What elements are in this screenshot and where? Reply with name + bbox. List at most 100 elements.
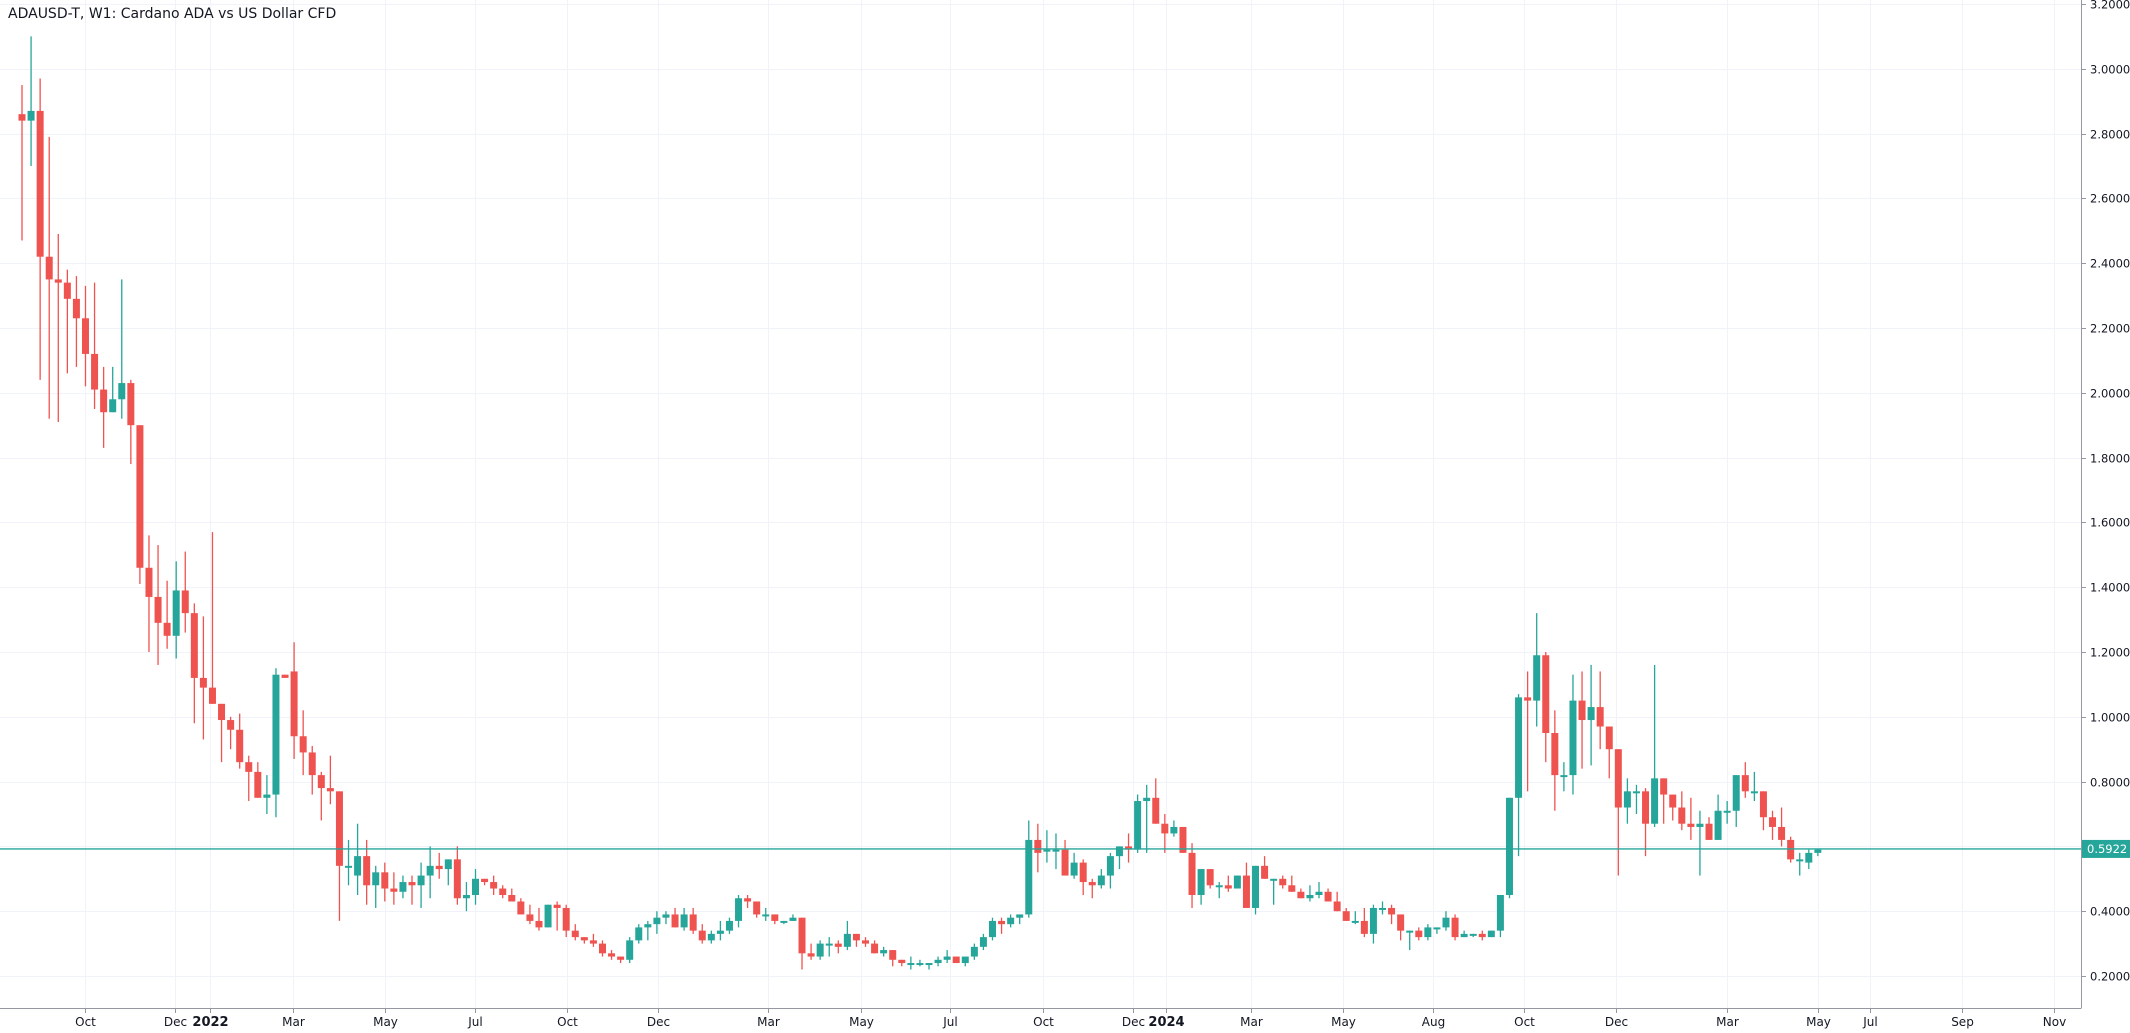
candle-body bbox=[553, 904, 561, 908]
candle-body bbox=[1188, 852, 1196, 895]
y-tick-label: 1.6000 bbox=[2090, 516, 2130, 530]
candle-body bbox=[762, 914, 770, 917]
candle-body bbox=[1496, 895, 1504, 931]
candle-body bbox=[544, 904, 552, 928]
candle-body bbox=[1379, 907, 1386, 910]
candle-body bbox=[1043, 849, 1051, 852]
candle-body bbox=[299, 736, 307, 753]
candle-body bbox=[934, 959, 942, 964]
gridlines bbox=[0, 0, 2081, 1008]
candle-body bbox=[1161, 823, 1169, 834]
candle-body bbox=[1252, 865, 1260, 908]
candle-body bbox=[834, 943, 842, 947]
x-tick-label: May bbox=[373, 1015, 398, 1029]
candle-body bbox=[190, 613, 198, 678]
candle-body bbox=[707, 933, 715, 941]
candle-body bbox=[1270, 878, 1278, 881]
candle-body bbox=[1224, 885, 1232, 889]
candle-body bbox=[608, 953, 616, 957]
time-axis-labels[interactable]: Oct Dec 2022 Mar May Jul Oct Dec Mar May Jul Oct Dec… bbox=[75, 1008, 2066, 1030]
candle-body bbox=[1687, 823, 1695, 827]
candle-body bbox=[1542, 655, 1550, 733]
candle-body bbox=[1070, 862, 1078, 876]
candle-body bbox=[335, 791, 343, 866]
candle-body bbox=[1578, 700, 1586, 721]
candle-body bbox=[1451, 917, 1459, 938]
candle-body bbox=[1215, 885, 1223, 888]
candle-body bbox=[535, 920, 543, 928]
candle-body bbox=[626, 940, 634, 960]
candle-body bbox=[807, 953, 815, 957]
candle-body bbox=[898, 959, 906, 964]
candle-body bbox=[1732, 775, 1740, 811]
x-tick-label: Oct bbox=[1033, 1015, 1054, 1029]
candle-body bbox=[952, 956, 960, 964]
candle-body bbox=[1551, 733, 1559, 776]
candle-body bbox=[1415, 930, 1423, 938]
candle-body bbox=[1651, 778, 1659, 824]
y-tick-label: 3.2000 bbox=[2090, 0, 2130, 12]
x-tick-label: Dec bbox=[1605, 1015, 1628, 1029]
candle-body bbox=[1814, 849, 1822, 853]
last-price-value: 0.5922 bbox=[2087, 842, 2127, 856]
candle-body bbox=[1206, 869, 1214, 886]
y-tick-label: 1.4000 bbox=[2090, 581, 2130, 595]
candle-body bbox=[1787, 839, 1795, 860]
candle-body bbox=[1487, 930, 1495, 938]
candle-body bbox=[417, 875, 425, 886]
y-tick-label: 0.4000 bbox=[2090, 905, 2130, 919]
candle-body bbox=[363, 856, 371, 886]
candle-body bbox=[1741, 775, 1749, 792]
candle-body bbox=[617, 956, 625, 960]
x-tick-label: Jul bbox=[942, 1015, 957, 1029]
candle-body bbox=[1696, 823, 1704, 827]
candle-body bbox=[1623, 791, 1631, 808]
candle-body bbox=[199, 677, 207, 688]
candle-body bbox=[499, 888, 507, 895]
candle-body bbox=[1569, 700, 1577, 776]
candle-body bbox=[1297, 891, 1305, 899]
candle-body bbox=[798, 917, 806, 954]
candle-body bbox=[36, 110, 44, 257]
candle-body bbox=[245, 762, 253, 772]
candle-body bbox=[1333, 901, 1341, 912]
candle-body bbox=[1424, 927, 1432, 938]
candle-body bbox=[1778, 826, 1786, 840]
candle-body bbox=[1079, 862, 1087, 883]
candle-body bbox=[462, 895, 470, 899]
candle-body bbox=[354, 856, 362, 876]
candle-body bbox=[698, 930, 706, 941]
candle-body bbox=[1016, 914, 1024, 918]
candle-body bbox=[1342, 911, 1350, 921]
candle-body bbox=[580, 937, 588, 941]
candle-body bbox=[889, 950, 897, 960]
candle-body bbox=[154, 596, 162, 623]
y-tick-label: 2.4000 bbox=[2090, 257, 2130, 271]
candle-body bbox=[308, 752, 316, 776]
last-price-badge bbox=[2082, 839, 2130, 858]
candle-body bbox=[1460, 933, 1468, 938]
candle-body bbox=[1805, 852, 1813, 863]
candle-body bbox=[236, 729, 244, 763]
candle-body bbox=[1478, 933, 1486, 938]
candle-body bbox=[1678, 807, 1686, 824]
candle-body bbox=[1025, 839, 1033, 915]
candle-body bbox=[1406, 930, 1414, 933]
candle-body bbox=[1179, 826, 1187, 853]
candle-body bbox=[508, 895, 516, 902]
candle-body bbox=[925, 963, 933, 966]
candle-body bbox=[1197, 869, 1205, 895]
x-tick-label: Oct bbox=[557, 1015, 578, 1029]
candle-body bbox=[988, 920, 996, 938]
candle-body bbox=[943, 956, 951, 960]
candle-body bbox=[753, 901, 761, 915]
candle-body bbox=[290, 671, 298, 737]
y-tick-label: 1.2000 bbox=[2090, 646, 2130, 660]
y-tick-label: 3.0000 bbox=[2090, 63, 2130, 77]
candle-body bbox=[1533, 655, 1541, 701]
candle-body bbox=[1369, 907, 1377, 934]
y-tick-label: 0.8000 bbox=[2090, 776, 2130, 790]
price-axis-labels[interactable]: 3.2000 3.0000 2.8000 2.6000 2.4000 2.2000 2.00… bbox=[2081, 0, 2130, 984]
candle-body bbox=[825, 943, 833, 946]
